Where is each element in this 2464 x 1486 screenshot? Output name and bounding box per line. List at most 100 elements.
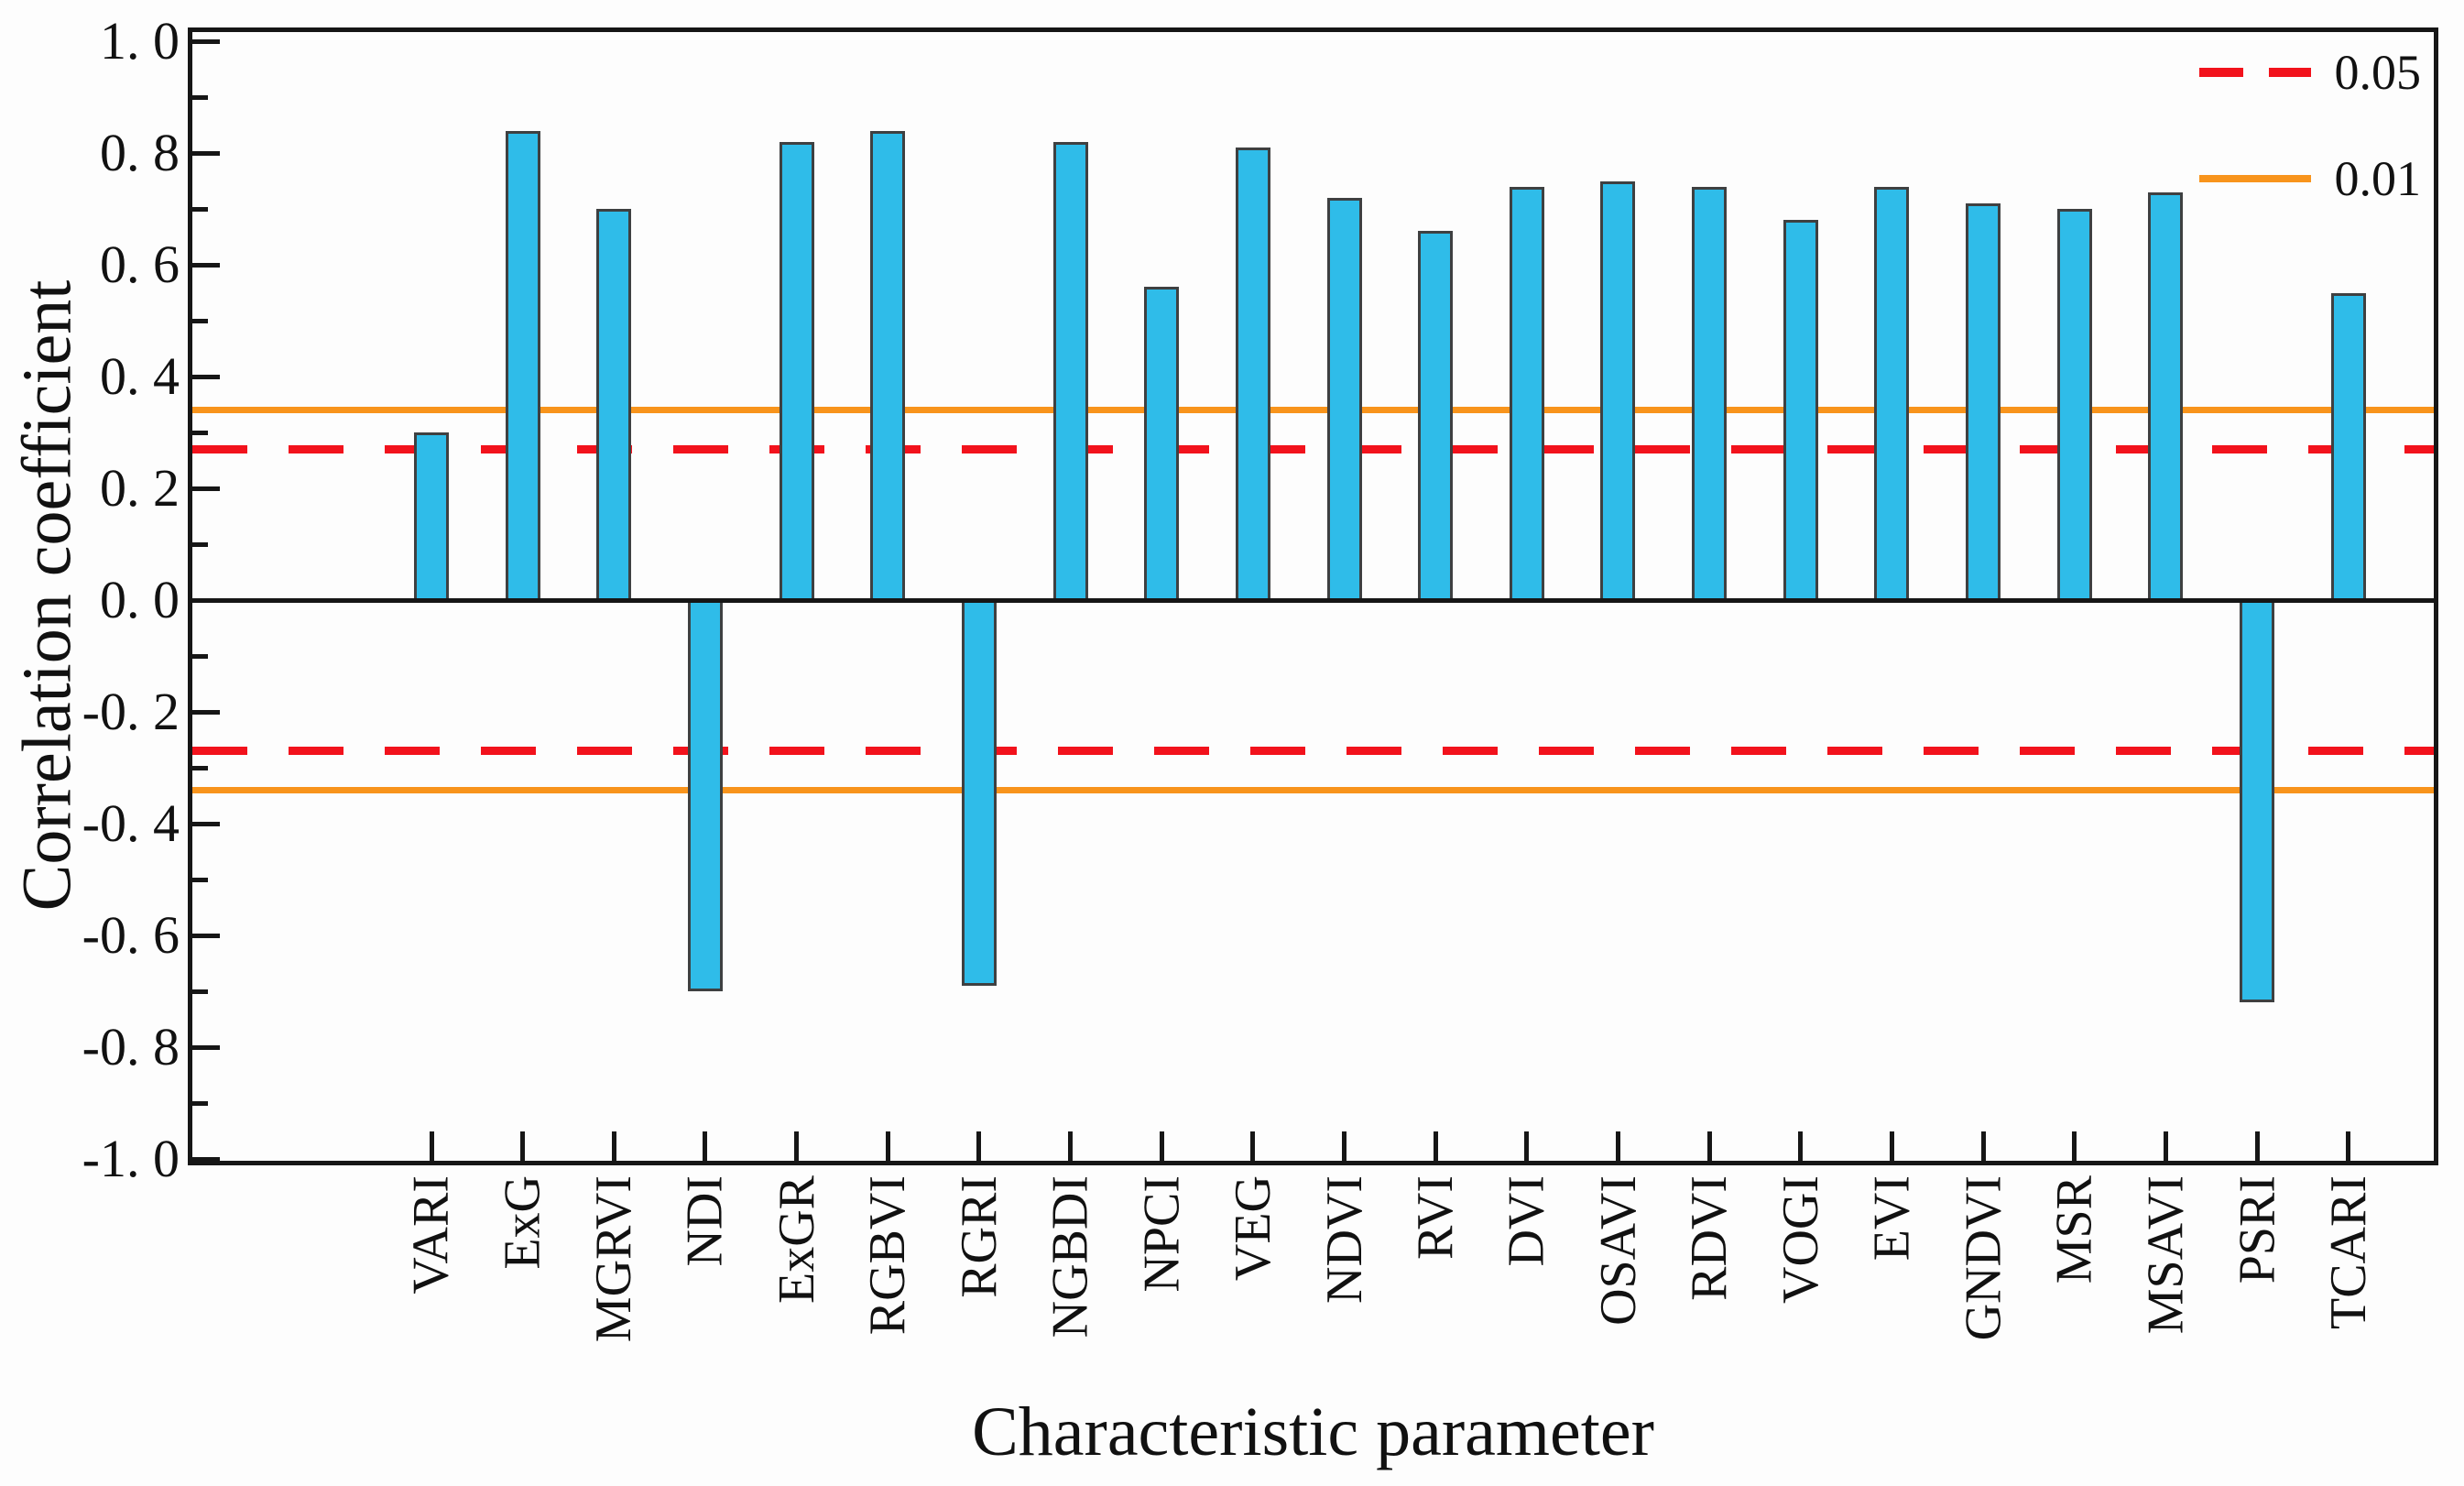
x-tick-MGRVI [611,1131,616,1161]
legend-item-001: 0.01 [2198,151,2422,206]
x-category-label-VARI: VARI [403,1175,460,1295]
y-major-tick [192,709,220,715]
x-tick-ExG [520,1131,526,1161]
x-category-label-PSRI: PSRI [2229,1175,2285,1284]
x-category-label-RGBVI: RGBVI [859,1175,917,1336]
solid-line-icon [2198,175,2311,182]
x-category-label-GNDVI: GNDVI [1955,1175,2012,1341]
x-tick-NPCI [1159,1131,1164,1161]
x-tick-MSR [2072,1131,2077,1161]
y-minor-tick [192,653,208,659]
y-tick-label: 0. 4 [100,346,180,406]
x-category-label-NDVI: NDVI [1315,1175,1373,1304]
x-tick-NDI [703,1131,708,1161]
zero-line [192,597,2434,603]
bar-TCARI [2330,292,2366,600]
x-tick-TCARI [2346,1131,2351,1161]
x-category-label-DVI: DVI [1498,1175,1555,1267]
x-category-label-RGRI: RGRI [950,1175,1008,1298]
x-tick-RGRI [976,1131,982,1161]
reference-line-0.05 [192,444,2434,453]
x-tick-PSRI [2254,1131,2260,1161]
plot-area: 0.05 0.01 [188,27,2438,1165]
bar-NPCI [1144,287,1180,600]
x-tick-DVI [1524,1131,1530,1161]
y-tick-label: 0. 8 [100,123,180,182]
bar-EVI [1874,186,1910,600]
y-minor-tick [192,318,208,323]
x-tick-NDVI [1342,1131,1346,1161]
y-minor-tick [192,94,208,100]
x-category-label-OSAVI: OSAVI [1589,1175,1647,1326]
bar-NDI [687,600,723,991]
x-category-label-VEG: VEG [1224,1175,1281,1282]
y-major-tick [192,262,220,268]
bar-ExG [505,130,540,600]
legend-label: 0.05 [2334,45,2422,100]
x-tick-ExGR [794,1131,800,1161]
bar-VARI [414,432,449,600]
bar-NDVI [1326,197,1362,600]
y-minor-tick [192,989,208,994]
y-minor-tick [192,765,208,770]
reference-line-0.05 [192,747,2434,756]
y-tick-label: -0. 4 [82,793,180,853]
x-category-label-VOGI: VOGI [1772,1175,1829,1304]
bar-NGBDI [1052,141,1088,600]
bar-VEG [1235,147,1270,600]
x-tick-GNDVI [1980,1131,1986,1161]
x-tick-EVI [1889,1131,1894,1161]
y-major-tick [192,1156,220,1162]
y-major-tick [192,821,220,826]
x-category-label-NDI: NDI [676,1175,734,1267]
y-tick-label: 0. 6 [100,235,180,294]
x-category-label-NGBDI: NGBDI [1041,1175,1099,1338]
y-minor-tick [192,1100,208,1106]
x-axis-title: Characteristic parameter [972,1393,1654,1470]
bar-OSAVI [1600,180,1636,600]
x-category-label-RVI: RVI [1407,1175,1465,1260]
x-category-label-ExGR: ExGR [768,1175,825,1304]
bar-MSAVI [2148,191,2184,600]
y-minor-tick [192,541,208,547]
x-category-label-EVI: EVI [1863,1175,1921,1262]
bar-PSRI [2240,600,2274,1003]
y-minor-tick [192,430,208,435]
y-axis-title: Correlation coefficient [8,279,86,912]
y-major-tick [192,150,220,156]
x-category-label-MSAVI: MSAVI [2137,1175,2195,1335]
reference-line-0.01 [192,786,2434,793]
x-tick-VEG [1250,1131,1256,1161]
x-tick-VARI [429,1131,434,1161]
x-tick-NGBDI [1068,1131,1074,1161]
x-category-label-MGRVI: MGRVI [585,1175,643,1343]
y-tick-label: -0. 2 [82,682,180,741]
x-tick-OSAVI [1615,1131,1620,1161]
y-major-tick [192,1044,220,1050]
y-tick-label: 0. 2 [100,458,180,518]
legend-label: 0.01 [2334,151,2422,206]
x-tick-RVI [1433,1131,1438,1161]
bar-RGBVI [870,130,906,600]
bar-RVI [1418,231,1454,600]
y-minor-tick [192,206,208,212]
x-category-label-RDVI: RDVI [1681,1175,1739,1301]
y-tick-label: 0. 0 [100,570,180,629]
bar-DVI [1509,186,1544,600]
x-category-label-ExG: ExG [494,1175,551,1270]
y-major-tick [192,486,220,491]
x-tick-RDVI [1706,1131,1712,1161]
bar-RDVI [1692,186,1728,600]
bar-MGRVI [596,209,632,600]
x-tick-MSAVI [2163,1131,2168,1161]
legend-item-005: 0.05 [2198,45,2422,100]
y-tick-label: 1. 0 [100,11,180,71]
x-tick-RGBVI [885,1131,890,1161]
x-category-label-NPCI: NPCI [1133,1175,1191,1293]
x-category-label-TCARI: TCARI [2319,1175,2377,1329]
y-tick-label: -0. 8 [82,1017,180,1076]
bar-MSR [2056,209,2092,600]
reference-line-0.01 [192,407,2434,414]
bar-ExGR [779,141,814,600]
